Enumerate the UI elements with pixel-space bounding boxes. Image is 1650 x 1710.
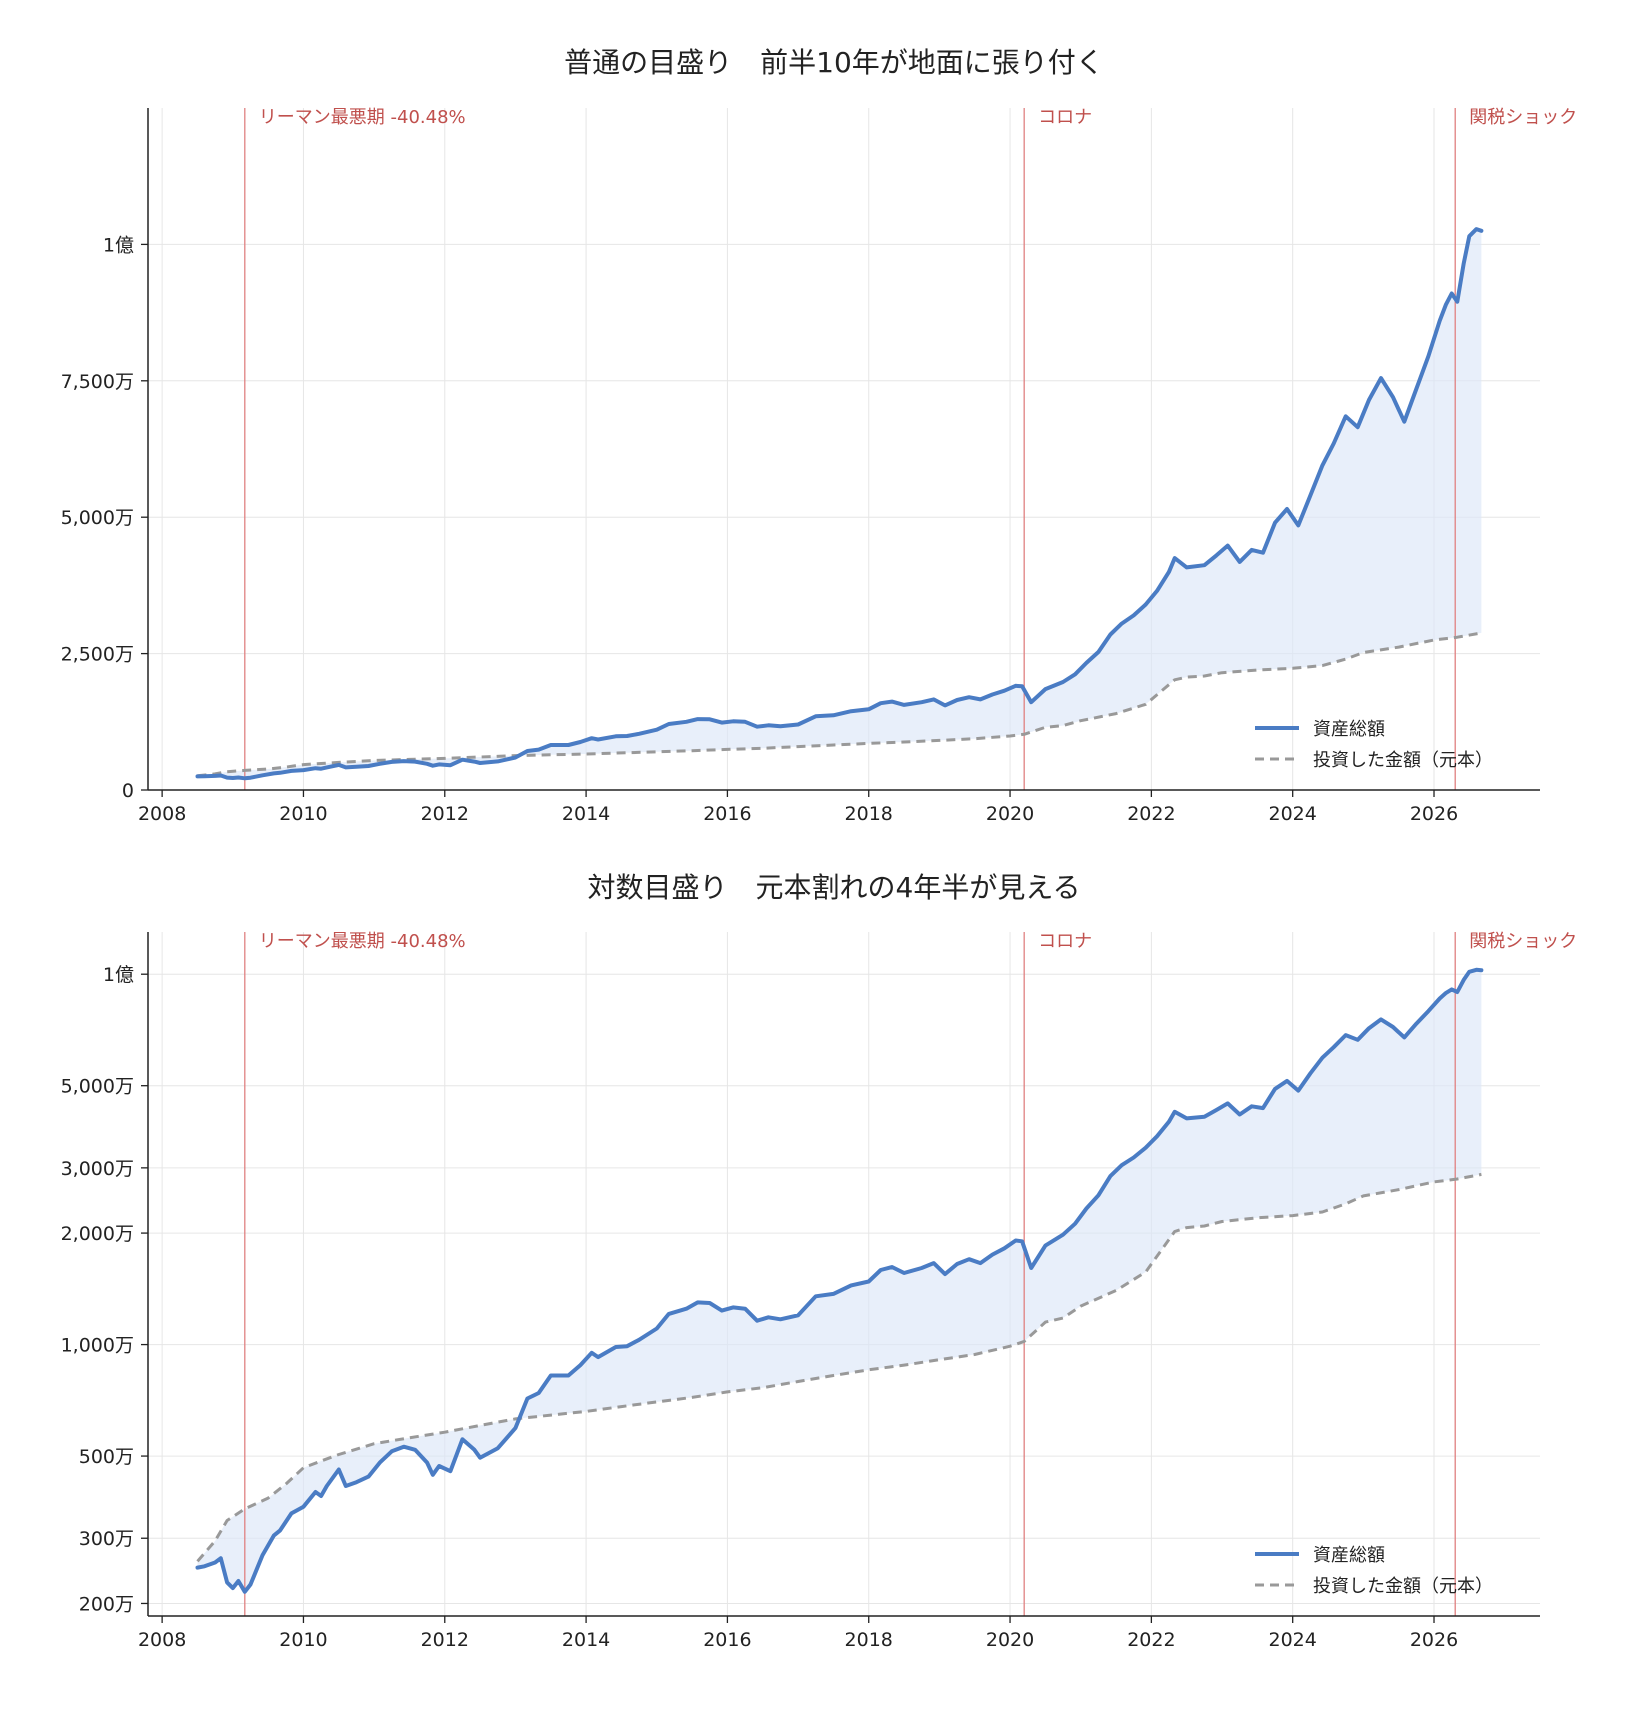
x-tick-label: 2010	[279, 1629, 327, 1651]
y-tick-label: 1,000万	[61, 1335, 134, 1357]
x-tick-label: 2022	[1127, 1629, 1175, 1651]
series-line-principal	[197, 631, 1482, 778]
x-tick-label: 2008	[138, 803, 186, 825]
y-tick-label: 7,500万	[61, 371, 134, 393]
x-tick-label: 2022	[1127, 803, 1175, 825]
legend-label: 資産総額	[1313, 1545, 1385, 1566]
x-tick-label: 2016	[703, 1629, 751, 1651]
y-tick-label: 5,000万	[61, 1076, 134, 1098]
event-label: コロナ	[1038, 107, 1092, 128]
x-tick-label: 2024	[1269, 1629, 1317, 1651]
legend-label: 資産総額	[1313, 719, 1385, 740]
x-tick-label: 2026	[1410, 1629, 1458, 1651]
y-tick-label: 2,500万	[61, 644, 134, 666]
x-tick-label: 2014	[562, 803, 610, 825]
x-tick-label: 2010	[279, 803, 327, 825]
x-tick-label: 2012	[421, 803, 469, 825]
legend-label: 投資した金額（元本）	[1313, 1576, 1493, 1597]
y-tick-label: 3,000万	[61, 1158, 134, 1180]
y-tick-label: 5,000万	[61, 507, 134, 529]
event-label: コロナ	[1038, 931, 1092, 952]
series-line-assets	[195, 227, 1484, 781]
x-tick-label: 2020	[986, 803, 1034, 825]
x-tick-label: 2018	[845, 1629, 893, 1651]
event-label: 関税ショック	[1469, 931, 1577, 952]
y-tick-label: 2,000万	[61, 1223, 134, 1245]
y-tick-label: 1億	[103, 234, 134, 256]
x-tick-label: 2026	[1410, 803, 1458, 825]
legend-label: 投資した金額（元本）	[1313, 750, 1493, 771]
y-tick-label: 200万	[79, 1593, 134, 1615]
area-between-series	[197, 969, 1482, 1592]
x-tick-label: 2024	[1269, 803, 1317, 825]
series-line-assets	[195, 967, 1484, 1594]
chart-title: 普通の目盛り 前半10年が地面に張り付く	[564, 46, 1104, 79]
x-tick-label: 2008	[138, 1629, 186, 1651]
x-tick-label: 2020	[986, 1629, 1034, 1651]
y-tick-label: 500万	[79, 1446, 134, 1468]
area-between-series	[197, 229, 1482, 779]
x-tick-label: 2012	[421, 1629, 469, 1651]
event-label: リーマン最悪期 -40.48%	[259, 931, 466, 952]
event-label: 関税ショック	[1469, 107, 1577, 128]
y-tick-label: 300万	[79, 1528, 134, 1550]
x-tick-label: 2016	[703, 803, 751, 825]
event-label: リーマン最悪期 -40.48%	[259, 107, 466, 128]
y-tick-label: 0	[122, 780, 134, 802]
y-tick-label: 1億	[103, 964, 134, 986]
x-tick-label: 2018	[845, 803, 893, 825]
x-tick-label: 2014	[562, 1629, 610, 1651]
chart-title: 対数目盛り 元本割れの4年半が見える	[588, 871, 1081, 904]
